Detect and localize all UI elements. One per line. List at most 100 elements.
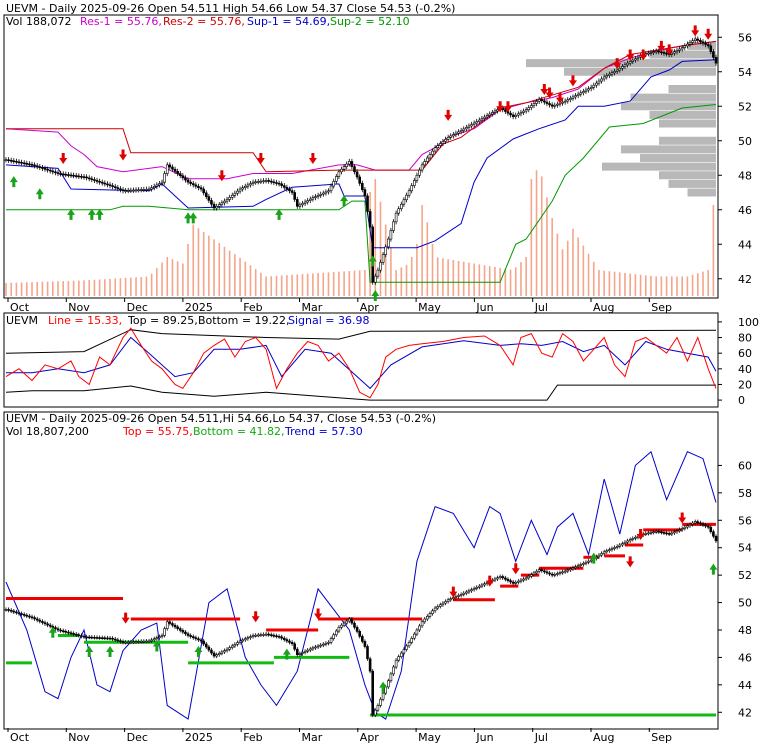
osc-top-line [5, 329, 717, 354]
trend-candle-body [100, 637, 104, 639]
trend-candle-body [470, 589, 473, 592]
trend-candle-body [376, 705, 380, 711]
trend-candle-body [173, 624, 177, 628]
volume-bar [327, 272, 330, 296]
volume-bar [410, 257, 413, 296]
price-header-symbol: UEVM - Daily 2025-09-26 Open 54.511 High… [6, 2, 455, 15]
trend-candle-body [210, 649, 213, 654]
trend-candle-body [20, 613, 23, 615]
volume-profile-bar [564, 67, 716, 76]
trend-candle-body [353, 622, 356, 628]
price-candle-body [87, 177, 91, 180]
price-candle-body [457, 131, 460, 134]
trend-candle-body [64, 631, 68, 633]
trend-candle-body [165, 621, 169, 629]
trend-candle-body [621, 543, 624, 546]
volume-bar [62, 281, 65, 296]
trend-candle-body [449, 598, 453, 601]
volume-bar [353, 270, 356, 296]
trend-line [5, 450, 717, 720]
price-candle-body [444, 139, 447, 142]
trend-candle-body [475, 586, 479, 589]
trend-candle-body [184, 631, 187, 635]
sell-arrow [626, 49, 635, 61]
price-candle-body [85, 176, 88, 179]
trend-candle-body [517, 580, 520, 583]
trend-y-tick-label: 58 [738, 487, 752, 500]
trend-buy-arrow [282, 648, 291, 660]
trend-candle-body [61, 630, 65, 632]
trend-candle-body [608, 549, 611, 552]
trend-candle-body [212, 652, 216, 657]
volume-bar [540, 176, 543, 296]
price-candle-body [696, 38, 700, 41]
trend-panel-y-axis: 42 44 46 48 50 52 54 56 58 60 [718, 459, 752, 719]
trend-candle-body [22, 614, 26, 616]
trend-candle-body [267, 633, 270, 636]
price-candle-body [202, 188, 205, 194]
price-candle-body [33, 164, 36, 167]
trend-candle-body [35, 618, 39, 621]
price-candle-body [621, 66, 624, 69]
osc-y-tick-label: 20 [738, 378, 752, 391]
volume-bar [140, 276, 143, 296]
sell-arrow [444, 109, 453, 121]
trend-candle-body [704, 524, 707, 527]
volume-bar [317, 273, 319, 296]
price-candle-body [353, 166, 356, 173]
price-candle-body [277, 182, 281, 185]
price-candle-body [54, 171, 57, 174]
osc-line [5, 327, 717, 399]
volume-bar [644, 275, 647, 296]
volume-bar [176, 261, 179, 296]
volume-bar [244, 261, 247, 296]
price-candle-body [275, 182, 278, 184]
trend-candle-body [116, 639, 120, 642]
price-candle-body [688, 42, 692, 45]
trend-candle-body [511, 581, 515, 584]
volume-bar [535, 170, 538, 296]
price-candle-body [493, 110, 497, 113]
trend-candle-body [254, 634, 257, 637]
volume-profile-bar [621, 145, 716, 154]
volume-bar [41, 281, 44, 296]
price-candle-body [165, 164, 169, 174]
trend-panel-x-axis: Oct Nov Dec 2025 Feb Mar Apr May Jun Jul Aug Sep [7, 728, 672, 744]
buy-arrow [35, 188, 44, 200]
price-candle-body [142, 189, 146, 191]
price-candle-body [207, 196, 211, 201]
trend-x-tick-label: Feb [243, 731, 262, 744]
volume-bar [447, 259, 449, 296]
price-candle-body [597, 80, 601, 84]
trend-candle-body [171, 623, 174, 626]
trend-candle-body [691, 522, 694, 525]
price-candle-body [264, 180, 268, 182]
trend-candle-body [418, 625, 421, 631]
trend-x-tick-label: Aug [593, 731, 614, 744]
price-candle-body [293, 192, 296, 200]
price-candle-body [43, 168, 47, 170]
buy-arrow [184, 212, 193, 224]
trend-candle-body [230, 645, 234, 648]
trend-candle-body [54, 627, 57, 630]
trend-candle-body [579, 564, 583, 566]
trend-candle-body [285, 639, 289, 642]
trend-candle-body [246, 637, 250, 640]
volume-profile-bar [659, 136, 716, 145]
price-candle-body [579, 92, 583, 95]
trend-header-top: Top = 55.75, [122, 425, 193, 438]
price-candle-body [350, 161, 354, 167]
trend-header-symbol: UEVM - Daily 2025-09-26 Open 54.511,Hi 5… [6, 412, 436, 425]
price-candle-body [171, 166, 174, 170]
price-candle-body [191, 183, 195, 186]
price-candle-body [113, 186, 117, 188]
oscillator-panel: 0 20 40 60 80 100 UEVM Line = 15.33, Top = 89… [3, 312, 759, 408]
oscillator-panel-y-axis: 0 20 40 60 80 100 [718, 316, 759, 407]
volume-bar [254, 269, 257, 296]
price-candle-body [394, 212, 398, 223]
sup2-line [6, 104, 717, 283]
price-candle-body [433, 147, 437, 152]
volume-profile-bar [640, 154, 716, 162]
price-candle-body [431, 150, 434, 155]
trend-x-tick-label: Nov [68, 731, 90, 744]
